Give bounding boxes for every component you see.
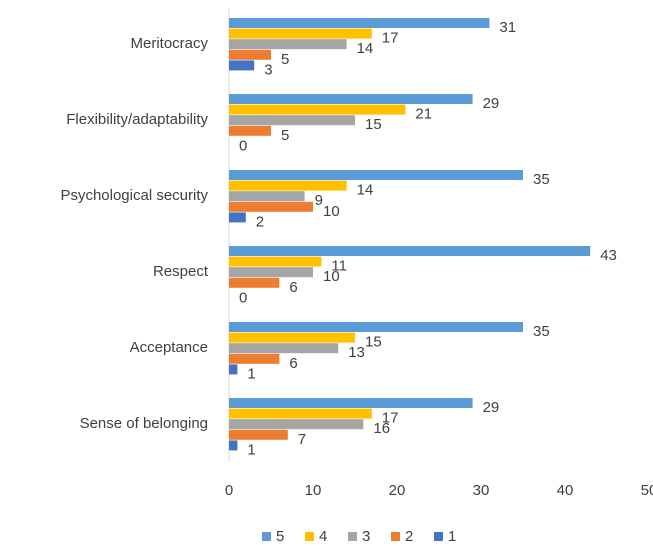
bar xyxy=(229,104,406,115)
data-label: 16 xyxy=(373,420,390,437)
bar xyxy=(229,60,255,71)
x-tick-label: 10 xyxy=(305,482,322,499)
data-label: 15 xyxy=(365,116,382,133)
data-label: 13 xyxy=(348,344,365,361)
data-label: 14 xyxy=(357,40,374,57)
x-tick-label: 0 xyxy=(225,482,233,499)
data-label: 11 xyxy=(331,258,347,275)
bar xyxy=(229,398,473,408)
bar xyxy=(229,408,372,419)
bar xyxy=(229,49,271,60)
data-label: 1 xyxy=(247,441,255,458)
category-label: Flexibility/adaptability xyxy=(66,111,208,128)
data-label: 17 xyxy=(382,30,399,47)
legend-label: 5 xyxy=(276,528,284,545)
bar xyxy=(229,353,280,364)
x-tick-label: 50 xyxy=(641,482,653,499)
bar xyxy=(229,94,473,104)
data-label: 2 xyxy=(256,213,264,230)
data-label: 14 xyxy=(357,182,374,199)
bar xyxy=(229,212,246,223)
bar xyxy=(229,28,372,39)
bar xyxy=(229,419,364,430)
legend-swatch xyxy=(391,532,400,541)
legend-swatch xyxy=(434,532,443,541)
category-label: Sense of belonging xyxy=(80,415,208,432)
data-label: 10 xyxy=(323,203,340,220)
data-label: 7 xyxy=(298,431,306,448)
data-label: 29 xyxy=(483,399,500,416)
data-label: 35 xyxy=(533,171,550,188)
bar xyxy=(229,256,322,267)
legend-swatch xyxy=(348,532,357,541)
bar xyxy=(229,332,355,343)
legend-swatch xyxy=(305,532,314,541)
data-label: 29 xyxy=(483,95,500,112)
data-label: 0 xyxy=(239,289,247,306)
legend-swatch xyxy=(262,532,271,541)
category-label: Psychological security xyxy=(60,187,208,204)
data-label: 9 xyxy=(315,192,323,209)
data-label: 6 xyxy=(289,355,297,372)
bar xyxy=(229,125,271,136)
bar xyxy=(229,440,238,451)
data-label: 21 xyxy=(415,106,432,123)
bar xyxy=(229,115,355,126)
data-label: 3 xyxy=(264,61,272,78)
bar xyxy=(229,39,347,50)
data-label: 1 xyxy=(247,365,255,382)
bar xyxy=(229,343,339,354)
data-label: 15 xyxy=(365,334,382,351)
bar xyxy=(229,429,288,440)
bar xyxy=(229,267,313,278)
data-label: 10 xyxy=(323,268,340,285)
bar xyxy=(229,277,280,288)
data-label: 6 xyxy=(289,279,297,296)
data-label: 35 xyxy=(533,323,550,340)
legend-label: 2 xyxy=(405,528,413,545)
category-label: Respect xyxy=(153,263,209,280)
category-label: Acceptance xyxy=(130,339,208,356)
x-tick-label: 20 xyxy=(389,482,406,499)
bar xyxy=(229,246,591,256)
bar xyxy=(229,364,238,375)
bar xyxy=(229,191,305,202)
bar xyxy=(229,201,313,212)
legend-label: 1 xyxy=(448,528,456,545)
legend-label: 3 xyxy=(362,528,370,545)
bar xyxy=(229,180,347,191)
data-label: 43 xyxy=(600,247,617,264)
legend-label: 4 xyxy=(319,528,327,545)
data-label: 5 xyxy=(281,51,289,68)
data-label: 31 xyxy=(499,19,516,36)
bar xyxy=(229,322,523,332)
x-tick-label: 30 xyxy=(473,482,490,499)
bar xyxy=(229,170,523,180)
bar xyxy=(229,18,490,28)
x-tick-label: 40 xyxy=(557,482,574,499)
data-label: 17 xyxy=(382,410,399,427)
data-label: 0 xyxy=(239,137,247,154)
data-label: 5 xyxy=(281,127,289,144)
category-label: Meritocracy xyxy=(130,35,208,52)
